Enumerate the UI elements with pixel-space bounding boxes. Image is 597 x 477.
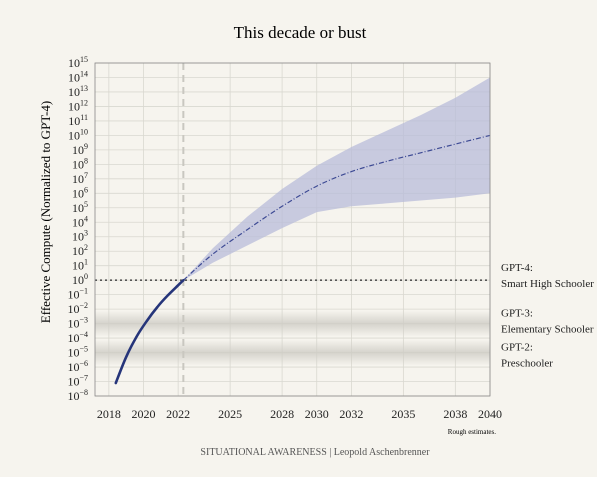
y-tick-label: 102 <box>72 243 88 258</box>
y-tick-label: 10−6 <box>67 359 88 374</box>
plot-border <box>94 62 491 397</box>
reference-label-level: Smart High Schooler <box>501 278 594 290</box>
chart-title: This decade or bust <box>234 23 367 42</box>
y-tick-label: 1014 <box>68 69 88 84</box>
x-tick-label: 2032 <box>339 407 363 421</box>
historical-line <box>114 278 185 385</box>
y-tick-label: 105 <box>72 200 88 215</box>
y-tick-label: 1015 <box>68 55 88 70</box>
x-tick-label: 2038 <box>443 407 467 421</box>
y-tick-label: 106 <box>72 185 88 200</box>
rough-estimates-note: Rough estimates. <box>448 428 496 436</box>
y-tick-label: 10−7 <box>67 374 88 389</box>
y-tick-label: 10−3 <box>67 316 88 331</box>
x-tick-label: 2018 <box>97 407 121 421</box>
reference-shade <box>95 339 490 366</box>
y-tick-label: 1012 <box>68 98 88 113</box>
y-tick-label: 10−4 <box>67 330 88 345</box>
y-tick-label: 10−5 <box>67 345 88 360</box>
y-tick-label: 1011 <box>68 113 88 128</box>
x-tick-label: 2025 <box>218 407 242 421</box>
projection-band <box>183 77 490 281</box>
y-tick-label: 10−2 <box>67 301 88 316</box>
y-tick-label: 100 <box>72 272 88 287</box>
reference-label-model: GPT-3: <box>501 308 533 320</box>
footer-credit: SITUATIONAL AWARENESS | Leopold Aschenbr… <box>200 447 430 458</box>
reference-label-model: GPT-4: <box>501 262 533 274</box>
reference-label-level: Elementary Schooler <box>501 324 594 336</box>
x-tick-label: 2030 <box>305 407 329 421</box>
reference-shade <box>95 310 490 337</box>
projection-median-line <box>182 134 491 281</box>
y-tick-label: 10−1 <box>67 287 88 302</box>
reference-label-model: GPT-2: <box>501 342 533 354</box>
y-tick-label: 104 <box>72 214 88 229</box>
y-tick-label: 108 <box>72 156 88 171</box>
reference-label-level: Preschooler <box>501 358 553 370</box>
x-tick-label: 2020 <box>132 407 156 421</box>
y-tick-label: 107 <box>72 171 88 186</box>
x-tick-label: 2040 <box>478 407 502 421</box>
y-tick-label: 101 <box>72 258 88 273</box>
x-tick-label: 2022 <box>166 407 190 421</box>
y-tick-label: 10−8 <box>67 388 88 403</box>
y-tick-label: 1013 <box>68 84 88 99</box>
y-tick-label: 103 <box>72 229 88 244</box>
x-tick-label: 2035 <box>391 407 415 421</box>
y-tick-label: 1010 <box>68 127 88 142</box>
x-tick-label: 2028 <box>270 407 294 421</box>
y-axis-label: Effective Compute (Normalized to GPT-4) <box>38 101 53 323</box>
y-tick-label: 109 <box>72 142 88 157</box>
